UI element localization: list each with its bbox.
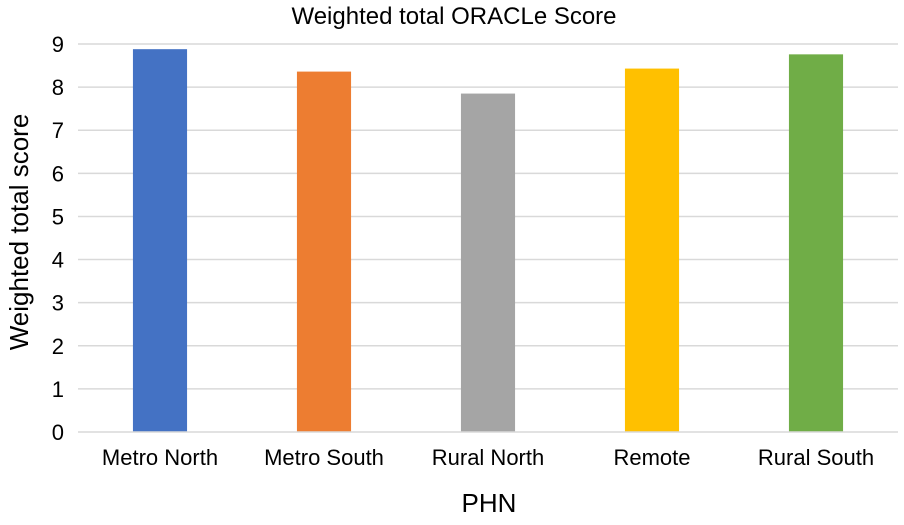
bar-remote xyxy=(624,68,680,432)
y-tick-label: 8 xyxy=(52,75,64,100)
x-axis-label: PHN xyxy=(462,488,517,518)
y-axis-ticks: 0 1 2 3 4 5 6 7 8 9 xyxy=(52,32,64,445)
y-tick-label: 7 xyxy=(52,118,64,143)
y-tick-label: 5 xyxy=(52,204,64,229)
x-tick-label: Rural South xyxy=(758,445,874,470)
x-tick-label: Metro South xyxy=(264,445,384,470)
y-tick-label: 0 xyxy=(52,420,64,445)
y-tick-label: 4 xyxy=(52,248,64,273)
chart-title: Weighted total ORACLe Score xyxy=(291,3,616,30)
y-tick-label: 2 xyxy=(52,334,64,359)
bars xyxy=(132,49,844,433)
y-tick-label: 1 xyxy=(52,377,64,402)
y-tick-label: 9 xyxy=(52,32,64,57)
x-axis-ticks: Metro North Metro South Rural North Remote R… xyxy=(102,445,874,470)
x-tick-label: Remote xyxy=(613,445,690,470)
x-tick-label: Metro North xyxy=(102,445,218,470)
bar-metro-south xyxy=(296,71,352,432)
y-axis-label: Weighted total score xyxy=(4,114,34,351)
bar-rural-north xyxy=(460,93,516,433)
x-tick-label: Rural North xyxy=(432,445,544,470)
y-tick-label: 6 xyxy=(52,161,64,186)
bar-metro-north xyxy=(132,49,188,432)
y-tick-label: 3 xyxy=(52,291,64,316)
bar-rural-south xyxy=(788,54,844,432)
